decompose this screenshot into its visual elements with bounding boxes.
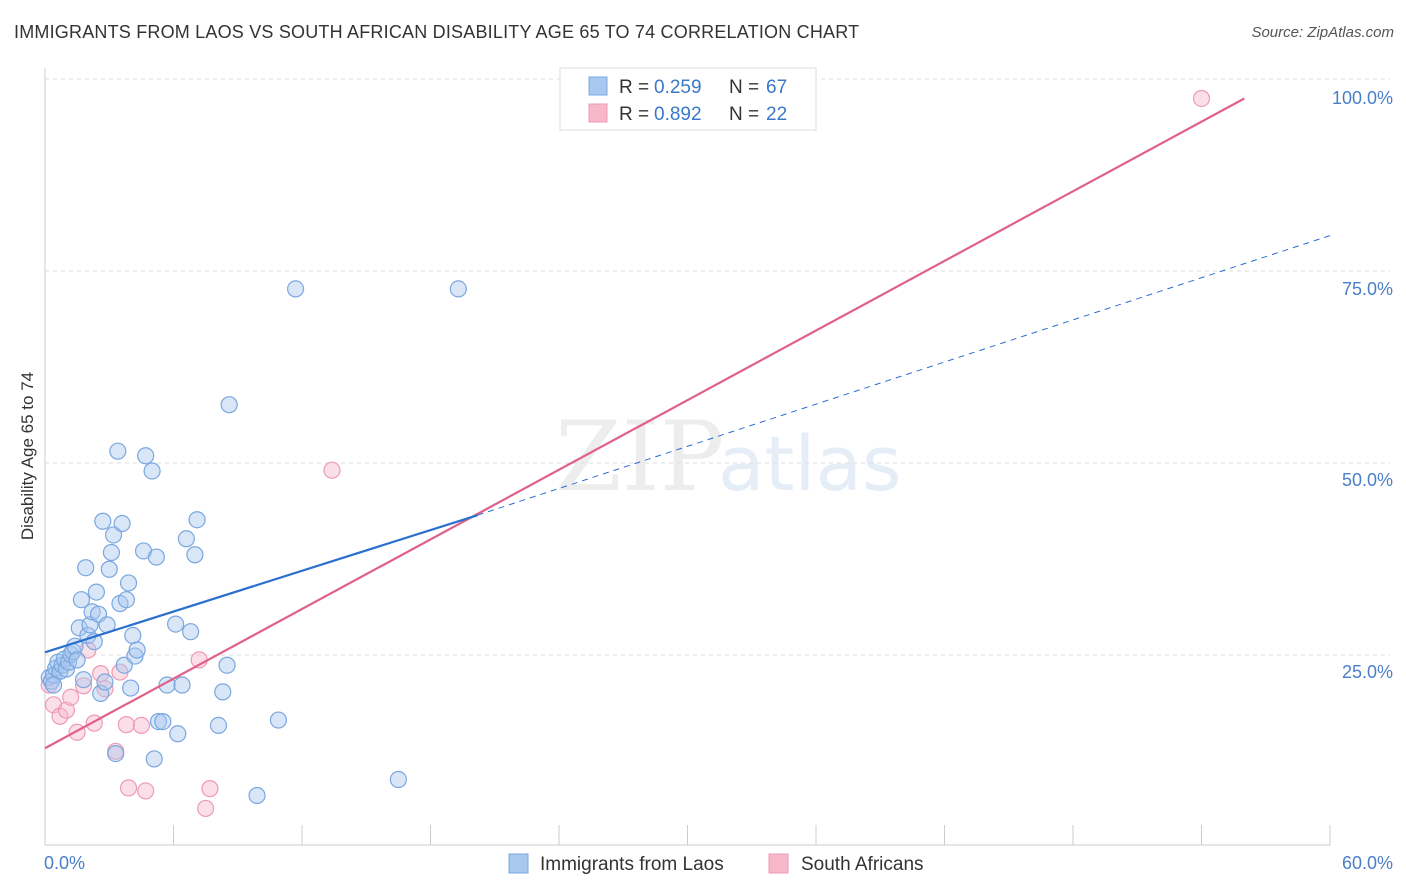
laos-point — [117, 591, 135, 609]
south-africans-point — [51, 707, 69, 725]
laos-point — [389, 770, 407, 789]
laos-point — [209, 716, 228, 735]
series-label-laos: Immigrants from Laos — [540, 854, 724, 875]
x-tick-label-min: 0.0% — [44, 853, 85, 873]
laos-point — [167, 615, 185, 633]
watermark: ZIP atlas — [555, 401, 902, 513]
south-africans-point — [197, 799, 215, 818]
legend-n-value-laos: 67 — [766, 77, 787, 98]
south-africans-point — [119, 779, 138, 797]
laos-point — [119, 574, 138, 592]
laos-point — [74, 671, 93, 689]
laos-point — [137, 447, 155, 465]
gridlines — [45, 78, 1390, 656]
chart-source: Source: ZipAtlas.com — [1251, 24, 1394, 41]
legend-r-label-laos: R = — [619, 77, 649, 98]
south-africans-point — [201, 780, 219, 798]
south-africans-points — [40, 89, 1211, 818]
laos-trend-line-extension — [477, 235, 1331, 516]
series-swatch-laos — [508, 853, 529, 874]
south-africans-point — [117, 716, 135, 734]
laos-point — [87, 583, 106, 601]
laos-point — [173, 676, 191, 694]
chart-title: IMMIGRANTS FROM LAOS VS SOUTH AFRICAN DI… — [14, 22, 860, 42]
legend-r-value-south-africans: 0.892 — [654, 104, 702, 125]
legend-swatch-laos — [588, 76, 608, 96]
series-legend: Immigrants from Laos South Africans — [508, 853, 924, 875]
x-axis-ticks — [44, 825, 1331, 845]
laos-point — [154, 712, 172, 731]
laos-points — [40, 280, 467, 805]
south-africans-trend-line — [44, 97, 1245, 750]
laos-point — [109, 442, 127, 460]
legend-n-label-south-africans: N = — [729, 104, 759, 125]
laos-point — [94, 512, 112, 530]
legend-swatch-south-africans — [588, 103, 608, 123]
y-axis-label: Disability Age 65 to 74 — [18, 372, 37, 540]
laos-point — [113, 514, 131, 533]
legend-r-label-south-africans: R = — [619, 104, 649, 125]
laos-point — [182, 623, 200, 641]
legend-n-value-south-africans: 22 — [766, 104, 787, 125]
y-tick-label-75: 75.0% — [1342, 279, 1393, 299]
laos-point — [149, 712, 168, 731]
south-africans-point — [62, 688, 80, 706]
laos-point — [77, 559, 95, 577]
laos-point — [269, 711, 288, 729]
laos-point — [96, 673, 114, 691]
laos-point — [169, 725, 187, 743]
laos-point — [72, 591, 91, 609]
south-africans-point — [137, 782, 155, 800]
laos-point — [107, 744, 125, 763]
south-africans-point — [323, 461, 341, 479]
laos-point — [220, 396, 238, 414]
laos-point — [218, 656, 236, 674]
trend-lines — [44, 97, 1331, 750]
watermark-atlas: atlas — [718, 419, 902, 508]
legend-r-value-laos: 0.259 — [654, 77, 702, 98]
laos-point — [145, 750, 163, 768]
legend-n-label-laos: N = — [729, 77, 759, 98]
laos-point — [143, 462, 161, 480]
y-tick-label-50: 50.0% — [1342, 470, 1393, 490]
correlation-legend: R = 0.259 N = 67 R = 0.892 N = 22 — [559, 67, 817, 131]
laos-point — [104, 526, 123, 544]
laos-point — [128, 641, 146, 659]
south-africans-point — [57, 701, 76, 719]
series-label-south-africans: South Africans — [801, 854, 924, 875]
south-africans-point — [1192, 89, 1211, 108]
laos-point — [44, 676, 63, 694]
laos-point — [68, 651, 86, 669]
laos-point — [177, 530, 195, 548]
y-tick-label-100: 100.0% — [1332, 88, 1393, 108]
y-tick-label-25: 25.0% — [1342, 662, 1393, 682]
laos-point — [100, 560, 118, 578]
laos-point — [124, 626, 142, 645]
laos-point — [186, 546, 204, 564]
laos-point — [188, 511, 206, 529]
laos-point — [147, 548, 165, 566]
axes — [44, 68, 1331, 846]
x-tick-label-max: 60.0% — [1342, 853, 1393, 873]
south-africans-point — [132, 716, 150, 735]
laos-point — [248, 786, 266, 805]
laos-point — [102, 543, 120, 562]
south-africans-point — [74, 677, 93, 695]
series-swatch-south-africans — [768, 853, 789, 874]
laos-trend-line — [44, 514, 478, 654]
laos-point — [214, 683, 232, 701]
laos-point — [122, 679, 140, 697]
laos-point — [449, 280, 467, 298]
laos-point — [286, 280, 305, 298]
